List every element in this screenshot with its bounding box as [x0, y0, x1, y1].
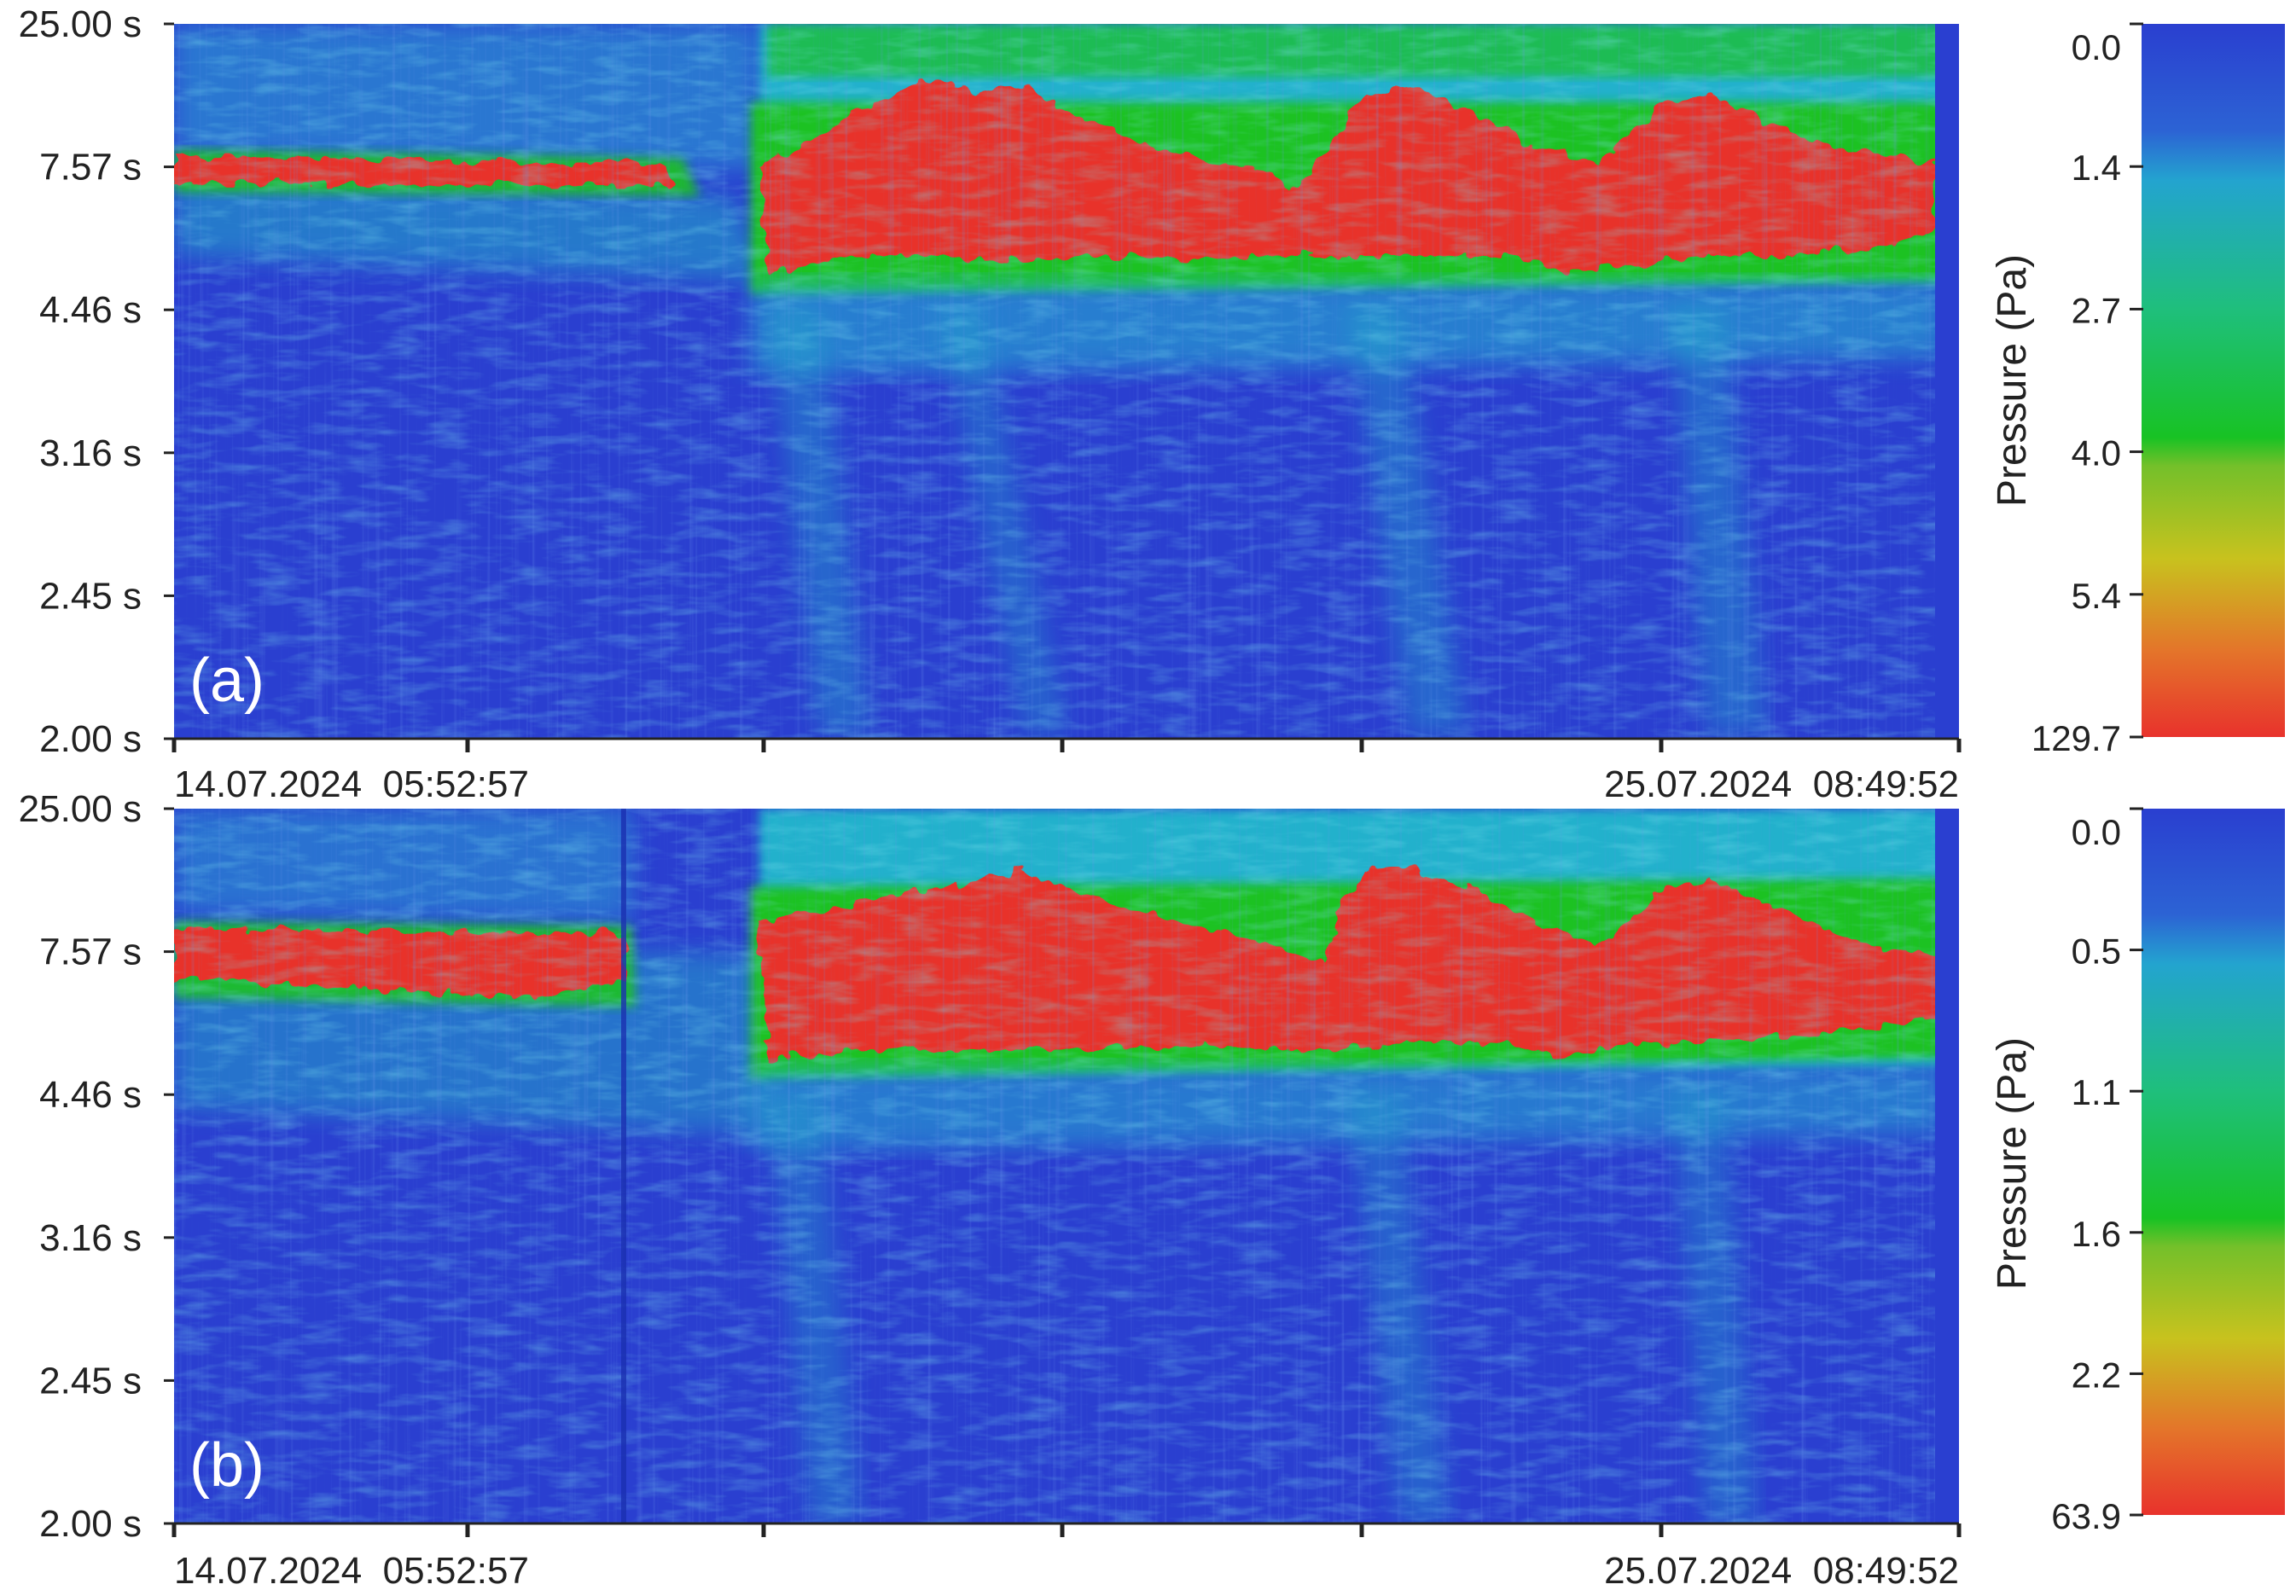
colorbar-title-a: Pressure (Pa): [1990, 254, 2035, 507]
colorbar-tick-label-a: 5.4: [2072, 576, 2121, 616]
y-tick-label-a: 3.16 s: [39, 432, 142, 474]
x-start-label-b: 14.07.2024 05:52:57: [174, 1550, 529, 1592]
heatmap-image-b: [174, 809, 1959, 1523]
y-tick-label-a: 2.00 s: [39, 718, 142, 760]
colorbar-tick-label-b: 1.6: [2072, 1214, 2121, 1254]
panel-label-a: (a): [189, 647, 264, 715]
y-tick-label-a: 25.00 s: [19, 3, 142, 45]
colorbar-a: [2142, 24, 2285, 737]
colorbar-tick-label-b: 0.0: [2072, 812, 2121, 852]
colorbar-tick-label-b: 2.2: [2072, 1355, 2121, 1395]
x-end-label-b: 25.07.2024 08:49:52: [1604, 1550, 1959, 1592]
y-tick-label-a: 2.45 s: [39, 575, 142, 617]
colorbar-b: [2142, 809, 2285, 1515]
y-tick-label-b: 7.57 s: [39, 931, 142, 973]
y-tick-label-b: 25.00 s: [19, 788, 142, 830]
y-tick-label-a: 4.46 s: [39, 289, 142, 331]
heatmap-panel-b: 25.00 s 7.57 s 4.46 s 3.16 s 2.45 s 2.00 s (b…: [19, 788, 2285, 1592]
y-tick-label-b: 3.16 s: [39, 1217, 142, 1259]
x-start-label-a: 14.07.2024 05:52:57: [174, 763, 529, 805]
heatmap-panel-a: 25.00 s 7.57 s 4.46 s 3.16 s 2.45 s 2.00 s (a…: [19, 3, 2285, 805]
y-tick-label-b: 4.46 s: [39, 1074, 142, 1116]
x-end-label-a: 25.07.2024 08:49:52: [1604, 763, 1959, 805]
colorbar-tick-label-a: 4.0: [2072, 433, 2121, 473]
panel-label-b: (b): [189, 1431, 264, 1500]
colorbar-tick-label-b: 1.1: [2072, 1072, 2121, 1112]
colorbar-title-b: Pressure (Pa): [1990, 1037, 2035, 1290]
heatmap-image-a: [174, 24, 1959, 739]
colorbar-tick-label-a: 0.0: [2072, 27, 2121, 67]
y-tick-label-b: 2.45 s: [39, 1360, 142, 1402]
colorbar-tick-label-a: 2.7: [2072, 290, 2121, 330]
colorbar-tick-label-a: 1.4: [2072, 148, 2121, 188]
colorbar-tick-label-b: 63.9: [2051, 1496, 2121, 1536]
y-tick-label-b: 2.00 s: [39, 1503, 142, 1545]
colorbar-tick-label-a: 129.7: [2032, 718, 2121, 758]
colorbar-tick-label-b: 0.5: [2072, 931, 2121, 972]
y-tick-label-a: 7.57 s: [39, 147, 142, 189]
